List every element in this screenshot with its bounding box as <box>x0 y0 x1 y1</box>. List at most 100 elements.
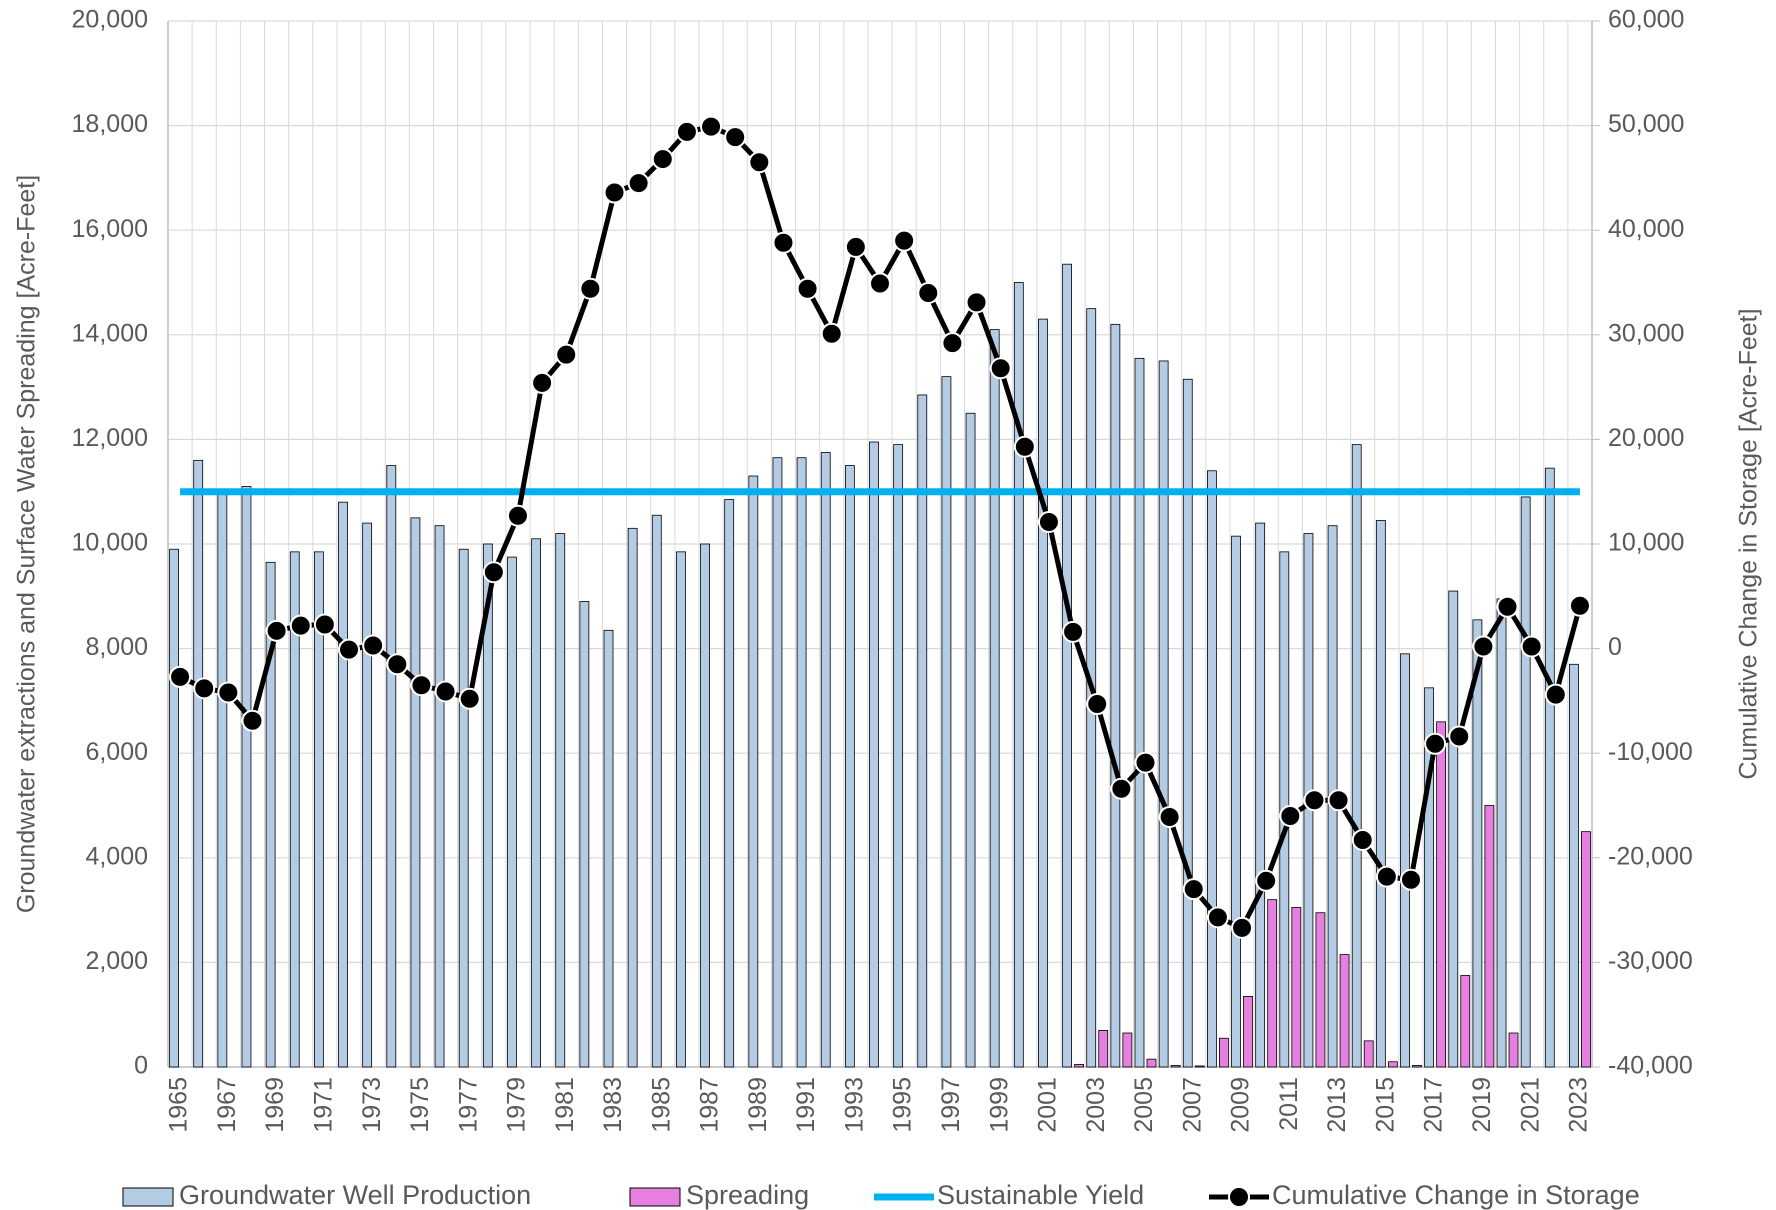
marker <box>1399 868 1422 891</box>
marker <box>386 653 409 676</box>
bar <box>1243 995 1253 1068</box>
x-tick-label: 1979 <box>503 1077 531 1133</box>
marker <box>482 561 505 584</box>
bar <box>820 452 831 1068</box>
marker <box>1134 751 1157 774</box>
bar <box>1448 590 1459 1068</box>
marker <box>217 681 240 704</box>
bar <box>482 543 493 1068</box>
marker <box>724 126 747 149</box>
y2-tick-label: 40,000 <box>1608 215 1684 243</box>
x-tick-label: 2005 <box>1130 1077 1158 1133</box>
marker <box>265 619 288 642</box>
marker <box>579 277 602 300</box>
bar <box>844 465 855 1068</box>
bar <box>796 457 807 1068</box>
bar <box>555 533 566 1068</box>
marker <box>362 634 385 657</box>
marker <box>748 151 771 174</box>
marker <box>410 674 433 697</box>
y2-tick-label: 30,000 <box>1608 319 1684 347</box>
bar <box>1581 831 1591 1068</box>
legend-label: Sustainable Yield <box>937 1180 1144 1210</box>
bar <box>193 459 204 1068</box>
x-tick-label: 2001 <box>1034 1077 1062 1133</box>
bar <box>1038 318 1048 1068</box>
marker <box>1375 865 1398 888</box>
x-tick-label: 1977 <box>454 1077 482 1133</box>
marker <box>603 181 626 204</box>
bar <box>1544 467 1555 1068</box>
x-tick-label: 1969 <box>261 1077 289 1133</box>
y2-tick-label: -20,000 <box>1608 842 1693 870</box>
y2-tick-label: 10,000 <box>1608 529 1684 557</box>
bar <box>941 376 952 1068</box>
marker <box>844 235 867 258</box>
marker <box>338 638 361 661</box>
bar <box>458 548 469 1068</box>
y-tick-label: 8,000 <box>85 633 148 661</box>
x-tick-label: 1989 <box>744 1077 772 1133</box>
x-tick-label: 2013 <box>1323 1077 1351 1133</box>
x-tick-label: 2015 <box>1371 1077 1399 1133</box>
marker <box>1472 635 1495 658</box>
bar <box>869 441 879 1068</box>
bar <box>1472 619 1483 1068</box>
y2-tick-label: -10,000 <box>1608 738 1693 766</box>
x-tick-label: 1971 <box>309 1077 337 1133</box>
bar <box>1496 598 1507 1068</box>
y-axis-label: Groundwater extractions and Surface Wate… <box>13 175 41 913</box>
marker <box>1568 594 1591 617</box>
bar <box>1158 360 1169 1068</box>
bar <box>1387 1061 1398 1068</box>
bar <box>169 548 179 1068</box>
y2-tick-label: 20,000 <box>1608 424 1684 452</box>
marker <box>458 687 481 710</box>
x-tick-label: 2019 <box>1468 1077 1496 1133</box>
y-tick-label: 4,000 <box>85 842 148 870</box>
x-tick-label: 1987 <box>696 1077 724 1133</box>
bar <box>1484 805 1495 1068</box>
bar <box>531 538 542 1068</box>
x-tick-label: 1993 <box>840 1077 868 1133</box>
marker <box>313 613 336 636</box>
marker <box>1520 635 1543 658</box>
bar <box>748 475 759 1068</box>
bar <box>507 556 517 1068</box>
y-tick-label: 0 <box>134 1052 148 1080</box>
bar <box>1110 323 1121 1068</box>
x-tick-label: 2023 <box>1565 1077 1593 1133</box>
bar <box>313 551 324 1068</box>
x-tick-label: 1981 <box>551 1077 579 1133</box>
x-tick-label: 2011 <box>1275 1077 1303 1131</box>
x-tick-label: 2009 <box>1227 1077 1255 1133</box>
marker <box>941 332 964 355</box>
marker <box>1424 732 1447 755</box>
marker <box>1448 725 1471 748</box>
legend-label: Groundwater Well Production <box>179 1180 531 1210</box>
bar <box>434 525 445 1068</box>
marker <box>796 277 819 300</box>
marker <box>772 231 795 254</box>
bar <box>1436 721 1447 1068</box>
marker <box>869 272 891 295</box>
marker <box>1231 916 1254 939</box>
y2-tick-label: -30,000 <box>1608 947 1693 975</box>
bar <box>1508 1032 1519 1068</box>
marker <box>1327 789 1350 812</box>
marker <box>700 115 723 138</box>
bar <box>1339 954 1350 1068</box>
bar <box>1291 907 1302 1068</box>
bar <box>1412 1065 1422 1068</box>
bar <box>1315 912 1326 1068</box>
bar <box>772 457 783 1068</box>
legend-swatch <box>629 1187 681 1207</box>
bar <box>1569 663 1579 1068</box>
y-tick-label: 6,000 <box>85 738 148 766</box>
marker <box>1303 789 1326 812</box>
bar <box>1013 282 1024 1068</box>
y2-tick-label: 60,000 <box>1608 6 1684 34</box>
y2-axis-label: Cumulative Change in Storage [Acre-Feet] <box>1735 308 1763 779</box>
x-tick-label: 1983 <box>599 1077 627 1133</box>
